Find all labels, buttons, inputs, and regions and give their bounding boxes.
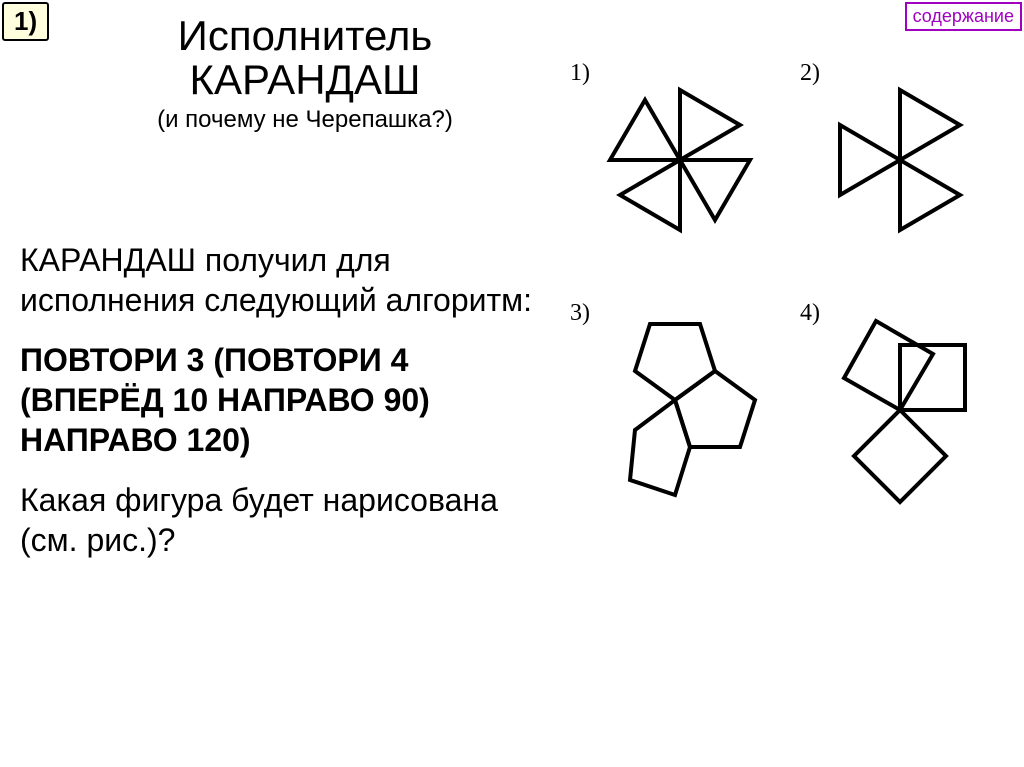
figure-1-label: 1) (570, 60, 590, 87)
figure-3-svg (570, 300, 780, 510)
paragraph-2-algorithm: ПОВТОРИ 3 (ПОВТОРИ 4 (ВПЕРЁД 10 НАПРАВО … (20, 340, 540, 460)
figure-2-svg (800, 60, 1000, 260)
figure-row-1: 1) 2) (560, 60, 1020, 260)
figure-1-svg (570, 60, 780, 260)
figure-4: 4) (800, 300, 1010, 500)
body-text: КАРАНДАШ получил для исполнения следующи… (20, 240, 540, 560)
figure-1: 1) (570, 60, 780, 260)
figure-3: 3) (570, 300, 780, 500)
title-line-1: Исполнитель (70, 12, 540, 60)
paragraph-1: КАРАНДАШ получил для исполнения следующи… (20, 240, 540, 320)
figure-3-label: 3) (570, 300, 590, 327)
subtitle: (и почему не Черепашка?) (70, 106, 540, 134)
figures-block: 1) 2) 3) 4) (560, 60, 1020, 540)
figure-2: 2) (800, 60, 1010, 260)
contents-link[interactable]: содержание (905, 2, 1022, 31)
paragraph-3: Какая фигура будет нарисована (см. рис.)… (20, 480, 540, 560)
title-block: Исполнитель КАРАНДАШ (и почему не Черепа… (70, 12, 540, 134)
figure-4-svg (800, 300, 1010, 510)
slide-number-badge: 1) (2, 2, 49, 41)
title-line-2: КАРАНДАШ (70, 56, 540, 104)
figure-row-2: 3) 4) (560, 300, 1020, 500)
figure-4-label: 4) (800, 300, 820, 327)
figure-2-label: 2) (800, 60, 820, 87)
